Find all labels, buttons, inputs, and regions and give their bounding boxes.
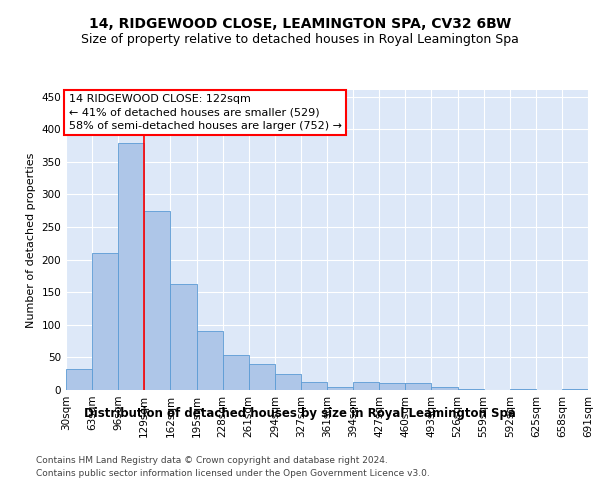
Bar bbox=[406, 384, 431, 390]
Bar bbox=[118, 144, 145, 390]
Bar bbox=[510, 388, 536, 390]
Bar bbox=[379, 383, 406, 390]
Y-axis label: Number of detached properties: Number of detached properties bbox=[26, 152, 36, 328]
Text: Distribution of detached houses by size in Royal Leamington Spa: Distribution of detached houses by size … bbox=[84, 408, 516, 420]
Text: Size of property relative to detached houses in Royal Leamington Spa: Size of property relative to detached ho… bbox=[81, 32, 519, 46]
Text: 14 RIDGEWOOD CLOSE: 122sqm
← 41% of detached houses are smaller (529)
58% of sem: 14 RIDGEWOOD CLOSE: 122sqm ← 41% of deta… bbox=[68, 94, 341, 131]
Bar bbox=[223, 356, 249, 390]
Bar bbox=[327, 386, 353, 390]
Text: Contains HM Land Registry data © Crown copyright and database right 2024.: Contains HM Land Registry data © Crown c… bbox=[36, 456, 388, 465]
Bar bbox=[197, 332, 223, 390]
Text: 14, RIDGEWOOD CLOSE, LEAMINGTON SPA, CV32 6BW: 14, RIDGEWOOD CLOSE, LEAMINGTON SPA, CV3… bbox=[89, 18, 511, 32]
Bar bbox=[353, 382, 379, 390]
Bar bbox=[275, 374, 301, 390]
Bar bbox=[66, 369, 92, 390]
Bar bbox=[431, 388, 458, 390]
Text: Contains public sector information licensed under the Open Government Licence v3: Contains public sector information licen… bbox=[36, 468, 430, 477]
Bar bbox=[92, 253, 118, 390]
Bar bbox=[145, 210, 170, 390]
Bar bbox=[301, 382, 327, 390]
Bar bbox=[170, 284, 197, 390]
Bar bbox=[249, 364, 275, 390]
Bar bbox=[562, 388, 588, 390]
